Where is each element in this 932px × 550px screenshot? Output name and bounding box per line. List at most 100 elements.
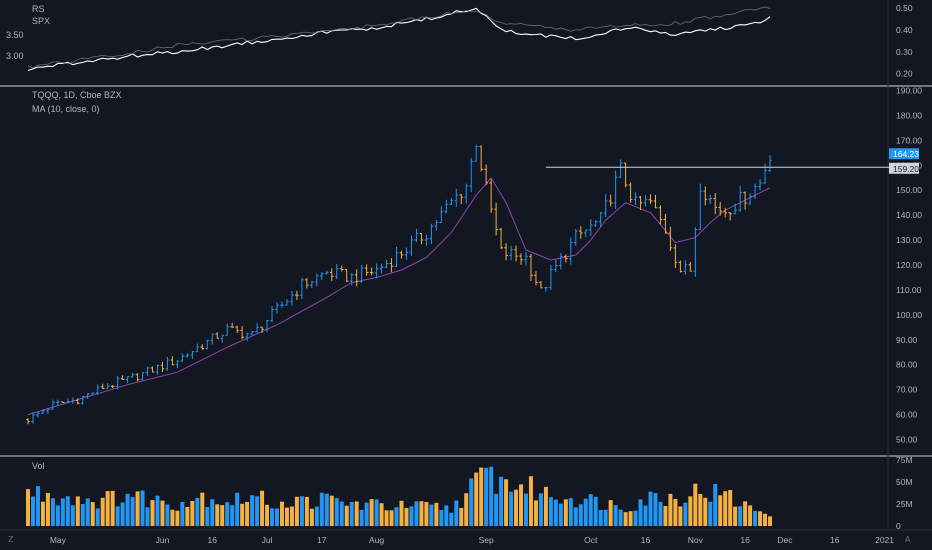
volume-axis-tick: 50M — [896, 477, 913, 487]
price-bar — [628, 182, 633, 203]
price-bar — [41, 409, 45, 414]
price-bar — [51, 399, 55, 410]
price-bar — [414, 228, 419, 242]
volume-bar — [763, 513, 768, 526]
price-bar — [240, 326, 244, 340]
price-bar — [265, 319, 269, 333]
volume-bar — [553, 499, 558, 526]
price-bar — [494, 202, 498, 236]
price-bar — [534, 271, 538, 286]
volume-bar — [723, 491, 728, 526]
volume-bar — [499, 476, 504, 526]
price-bar — [36, 411, 40, 418]
volume-bar — [314, 506, 319, 526]
price-bar — [698, 183, 703, 231]
price-axis-tick: 120.00 — [896, 260, 922, 270]
time-axis-tick: 16 — [208, 535, 218, 545]
price-pane — [26, 144, 890, 425]
price-bar — [46, 407, 50, 415]
volume-bar — [748, 505, 753, 526]
price-bar — [444, 199, 449, 214]
volume-bar — [329, 495, 334, 526]
volume-bar — [379, 503, 384, 526]
volume-bar — [698, 494, 703, 526]
price-bar — [404, 247, 409, 260]
volume-bar — [354, 501, 359, 526]
price-bar — [344, 269, 349, 282]
volume-bar — [70, 505, 75, 526]
volume-bar — [768, 516, 773, 526]
volume-bar — [279, 501, 284, 526]
price-axis-tick: 100.00 — [896, 310, 922, 320]
volume-bar — [618, 509, 623, 526]
price-bar — [95, 384, 100, 395]
volume-bar — [613, 505, 618, 526]
price-bar — [135, 373, 140, 382]
volume-bar — [444, 505, 449, 526]
ma-indicator-label[interactable]: MA (10, close, 0) — [32, 104, 100, 114]
price-bar — [409, 235, 414, 256]
current-price-tag-bg — [889, 148, 919, 160]
price-bar — [524, 251, 528, 266]
volume-bar — [30, 496, 35, 526]
price-bar — [593, 220, 598, 228]
ma-line — [27, 176, 771, 416]
price-bar — [459, 193, 464, 205]
volume-axis-tick: 0 — [896, 521, 901, 531]
price-bar — [728, 212, 732, 221]
price-bar — [215, 332, 220, 339]
price-bar — [285, 299, 289, 306]
volume-bar — [359, 509, 364, 526]
current-price-tag: 164.23 — [893, 149, 919, 159]
volume-bar — [289, 506, 294, 526]
volume-bar — [145, 507, 150, 526]
price-bar — [469, 157, 474, 193]
symbol-title[interactable]: TQQQ, 1D, Cboe BZX — [32, 90, 122, 100]
price-bar — [230, 323, 234, 328]
price-bar — [125, 376, 130, 384]
price-bar — [235, 325, 239, 333]
vol-indicator-label[interactable]: Vol — [32, 461, 45, 471]
volume-bar — [245, 501, 250, 526]
price-bar — [130, 372, 135, 378]
price-bar — [723, 207, 727, 218]
price-bar — [71, 397, 75, 404]
volume-bar — [623, 512, 628, 526]
volume-bar — [633, 510, 638, 526]
price-bar — [389, 258, 394, 273]
volume-bar — [703, 497, 708, 526]
volume-bar — [514, 489, 519, 526]
price-axis-tick: 180.00 — [896, 110, 922, 120]
price-bar — [200, 344, 205, 350]
volume-bar — [389, 510, 394, 526]
price-bar — [290, 290, 294, 306]
price-bar — [663, 213, 668, 234]
spx-legend-label: SPX — [32, 16, 50, 26]
volume-bar — [738, 506, 743, 526]
price-axis-tick: 110.00 — [896, 285, 922, 295]
volume-bar — [299, 496, 304, 526]
volume-axis-tick: 75M — [896, 455, 913, 465]
volume-bar — [653, 493, 658, 526]
price-bar — [648, 194, 653, 204]
volume-bar — [55, 505, 60, 526]
volume-bar — [324, 493, 329, 526]
price-axis-tick: 60.00 — [896, 410, 918, 420]
volume-bar — [658, 501, 663, 526]
volume-bar — [484, 467, 489, 526]
price-bar — [743, 191, 747, 210]
zoom-icon[interactable]: Z — [8, 535, 14, 544]
price-bar — [569, 237, 573, 265]
price-bar — [255, 322, 259, 334]
price-bar — [693, 227, 698, 277]
volume-bar — [150, 500, 155, 526]
auto-scale-icon[interactable]: A — [905, 535, 911, 544]
volume-bar — [339, 501, 344, 526]
price-bar — [61, 401, 65, 404]
price-bar — [374, 263, 379, 279]
volume-bar — [414, 501, 419, 526]
price-bar — [140, 372, 145, 381]
price-bar — [748, 193, 752, 206]
time-axis-tick: Sep — [479, 535, 494, 545]
